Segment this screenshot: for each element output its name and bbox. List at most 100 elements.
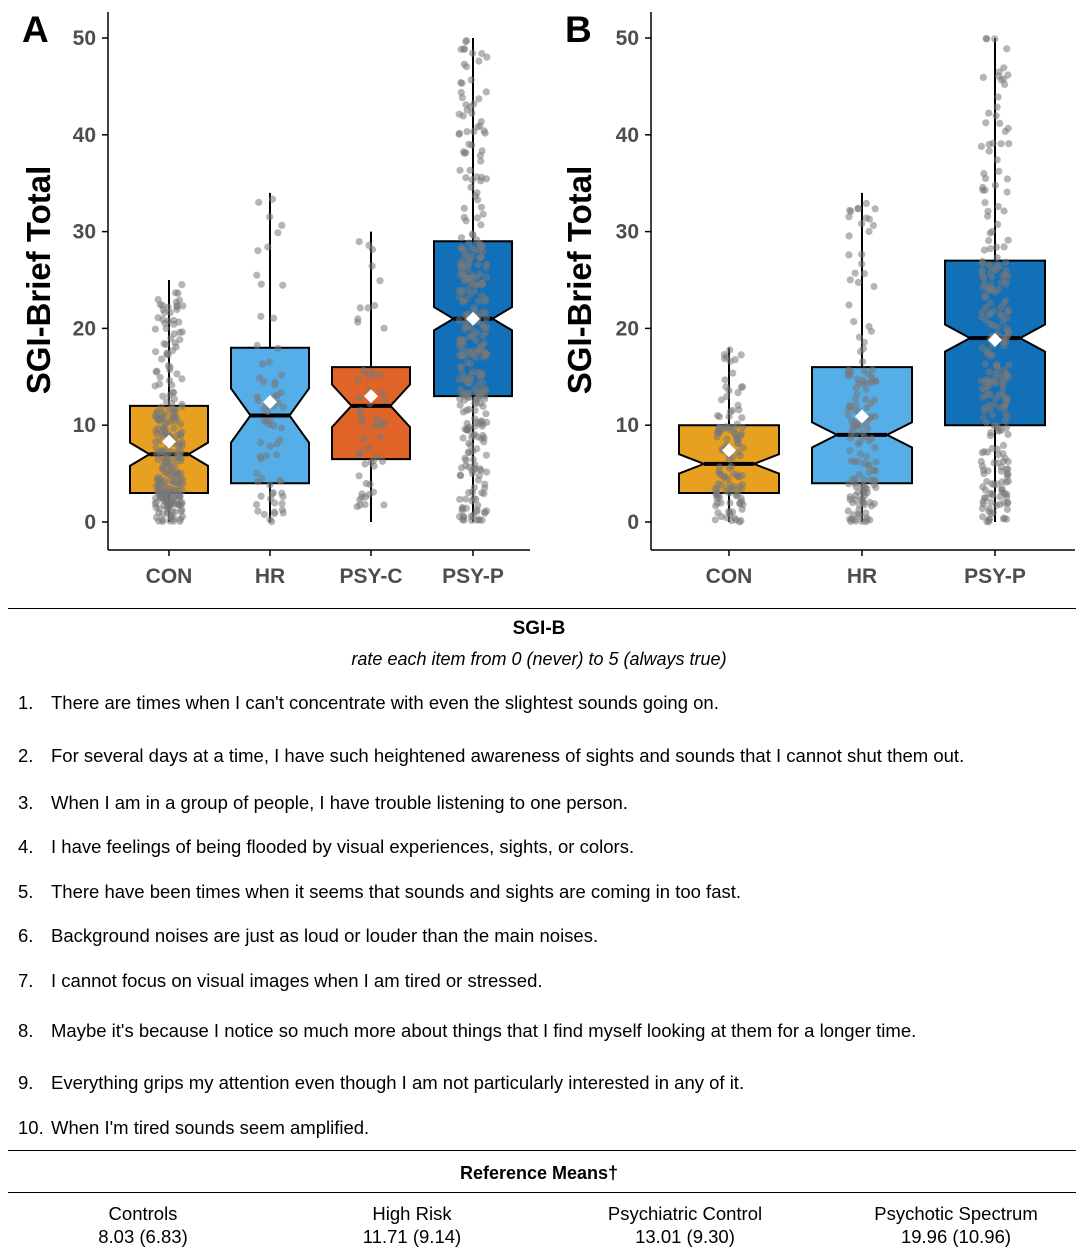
jitter-point bbox=[1002, 278, 1010, 286]
jitter-point bbox=[365, 444, 373, 452]
jitter-point bbox=[983, 477, 991, 486]
jitter-point bbox=[152, 437, 160, 445]
jitter-point bbox=[478, 341, 486, 349]
jitter-point bbox=[176, 430, 185, 438]
jitter-point bbox=[457, 234, 466, 242]
jitter-point bbox=[167, 417, 175, 425]
y-tick-label: 20 bbox=[73, 317, 96, 340]
jitter-point bbox=[714, 480, 722, 488]
jitter-point bbox=[179, 302, 187, 310]
item-text: There have been times when it seems that… bbox=[51, 881, 742, 902]
jitter-point bbox=[373, 415, 381, 423]
jitter-point bbox=[481, 352, 489, 360]
jitter-point bbox=[864, 370, 873, 378]
jitter-point bbox=[265, 358, 273, 366]
jitter-point bbox=[460, 60, 468, 68]
jitter-point bbox=[356, 304, 364, 312]
jitter-point bbox=[258, 360, 266, 368]
jitter-point bbox=[459, 297, 467, 305]
jitter-point bbox=[455, 375, 463, 383]
jitter-point bbox=[270, 508, 278, 516]
jitter-point bbox=[994, 370, 1002, 378]
jitter-point bbox=[1001, 409, 1009, 417]
jitter-point bbox=[459, 434, 467, 442]
jitter-point bbox=[478, 147, 486, 155]
jitter-point bbox=[162, 341, 170, 349]
jitter-point bbox=[471, 399, 479, 407]
jitter-point bbox=[1000, 243, 1008, 251]
item-number: 1. bbox=[18, 692, 34, 713]
jitter-point bbox=[862, 452, 871, 461]
jitter-point bbox=[717, 396, 726, 404]
y-tick-label: 40 bbox=[616, 124, 639, 147]
jitter-point bbox=[155, 482, 163, 490]
jitter-point bbox=[1004, 71, 1012, 79]
item-text: Background noises are just as loud or lo… bbox=[51, 925, 599, 946]
jitter-point bbox=[1000, 342, 1008, 350]
item-number: 6. bbox=[18, 925, 34, 946]
jitter-point bbox=[981, 199, 989, 207]
reference-column-controls: Controls 8.03 (6.83) bbox=[0, 1202, 293, 1248]
jitter-point bbox=[869, 221, 878, 230]
jitter-point bbox=[266, 417, 274, 425]
jitter-point bbox=[986, 245, 994, 253]
jitter-point bbox=[999, 317, 1008, 326]
jitter-point bbox=[998, 312, 1006, 320]
jitter-point bbox=[850, 516, 858, 524]
jitter-point bbox=[154, 488, 162, 496]
jitter-point bbox=[723, 435, 731, 443]
jitter-point bbox=[868, 434, 876, 443]
jitter-point bbox=[994, 451, 1003, 459]
jitter-point bbox=[860, 501, 868, 509]
jitter-point bbox=[463, 128, 471, 136]
jitter-point bbox=[361, 460, 369, 468]
jitter-point bbox=[991, 181, 1000, 189]
jitter-point bbox=[723, 514, 731, 522]
jitter-point bbox=[171, 508, 179, 516]
mean-marker bbox=[988, 333, 1002, 348]
jitter-point bbox=[279, 281, 287, 289]
jitter-point bbox=[253, 271, 261, 279]
jitter-point bbox=[986, 489, 994, 497]
jitter-point bbox=[471, 461, 479, 469]
reference-group-value: 11.71 (9.14) bbox=[362, 1226, 462, 1247]
jitter-point bbox=[1004, 430, 1012, 438]
jitter-point bbox=[993, 254, 1001, 262]
jitter-point bbox=[169, 388, 177, 396]
reference-group-value: 8.03 (6.83) bbox=[98, 1226, 188, 1247]
jitter-point bbox=[1003, 45, 1011, 53]
y-axis-label: SGI-Brief Total bbox=[561, 166, 598, 395]
jitter-point bbox=[867, 413, 875, 421]
jitter-point bbox=[152, 444, 160, 452]
jitter-point bbox=[856, 450, 865, 458]
jitter-point bbox=[365, 490, 373, 499]
jitter-point bbox=[253, 393, 261, 401]
jitter-point bbox=[999, 383, 1007, 391]
jitter-point bbox=[475, 95, 483, 103]
jitter-point bbox=[1005, 361, 1013, 369]
jitter-point bbox=[458, 346, 466, 354]
jitter-point bbox=[473, 445, 481, 453]
jitter-point bbox=[156, 373, 164, 381]
jitter-point bbox=[1003, 505, 1012, 513]
y-tick-label: 10 bbox=[73, 414, 96, 437]
jitter-point bbox=[981, 292, 989, 300]
jitter-point bbox=[985, 368, 993, 376]
jitter-point bbox=[267, 495, 275, 503]
jitter-point bbox=[993, 103, 1001, 111]
jitter-point bbox=[846, 447, 854, 455]
jitter-point bbox=[168, 381, 176, 389]
jitter-point bbox=[272, 451, 281, 459]
jitter-point bbox=[734, 401, 742, 409]
jitter-point bbox=[153, 430, 161, 438]
item-text: When I am in a group of people, I have t… bbox=[51, 792, 628, 813]
jitter-point bbox=[260, 378, 268, 386]
jitter-point bbox=[997, 140, 1005, 148]
jitter-point bbox=[985, 515, 994, 523]
jitter-point bbox=[978, 268, 986, 276]
jitter-point bbox=[477, 389, 485, 397]
jitter-point bbox=[1001, 454, 1009, 462]
jitter-point bbox=[985, 147, 993, 155]
jitter-point bbox=[359, 366, 368, 374]
jitter-point bbox=[994, 220, 1002, 228]
